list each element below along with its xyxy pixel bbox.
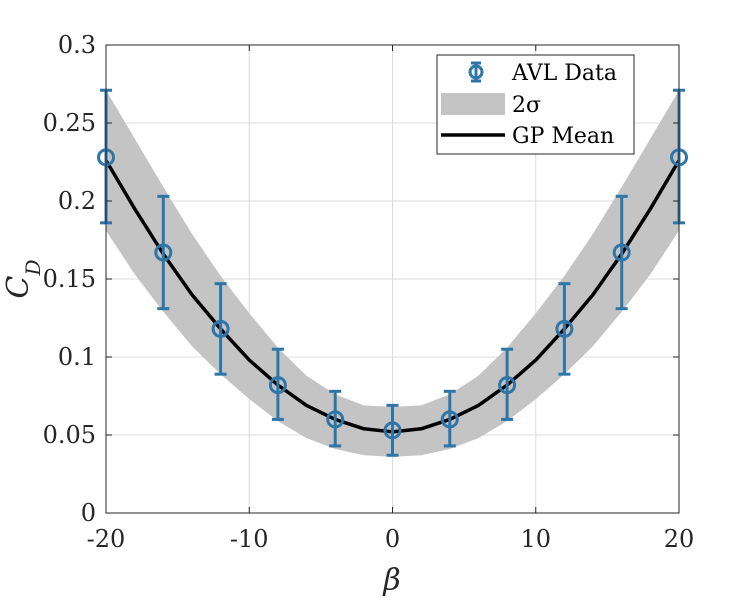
avl-data-point [555,282,574,376]
data-marker [154,243,173,262]
y-tick-label: 0 [81,499,96,527]
data-marker [383,421,402,440]
y-tick-label: 0.05 [43,421,96,449]
x-tick-label: -10 [230,525,269,553]
x-tick-label: 10 [520,525,551,553]
avl-data-point [498,347,517,421]
legend-item-2sigma: 2σ [441,93,541,118]
legend-item-avl-data: AVL Data [468,61,617,86]
tick-labels: -20 -10 0 10 20 0 0.05 0.1 0.15 0.2 0.25 0.3 [43,31,695,553]
legend-band-swatch [441,93,505,115]
legend-marker [468,64,484,80]
sigma-band-area [106,90,679,457]
data-marker [612,243,631,262]
y-tick-label: 0.3 [58,31,96,59]
data-marker [440,410,459,429]
x-tick-label: 20 [664,525,695,553]
y-tick-label: 0.1 [58,343,96,371]
axes-frame [105,44,680,514]
avl-data-point [211,282,230,376]
data-marker [211,319,230,338]
avl-data-point [268,347,287,421]
y-axis-label: CD [1,259,45,298]
avl-data-point [440,389,459,448]
legend-item-gp-mean: GP Mean [441,124,614,149]
sigma-band [106,90,679,457]
data-marker [498,376,517,395]
y-tick-label: 0.2 [58,187,96,215]
data-marker [326,410,345,429]
y-tick-label: 0.25 [43,109,96,137]
legend: AVL Data 2σ GP Mean [436,54,635,155]
avl-data-point [154,194,173,311]
x-tick-label: -20 [87,525,126,553]
avl-data-point [612,194,631,311]
legend-label: AVL Data [511,61,617,86]
data-marker [555,319,574,338]
avl-data-point [326,389,345,448]
avl-data-point [383,403,402,457]
legend-label: GP Mean [512,124,614,149]
data-marker [268,376,287,395]
x-tick-label: 0 [385,525,400,553]
y-tick-label: 0.15 [43,265,96,293]
x-axis-label: β [382,563,400,598]
legend-label: 2σ [512,93,541,118]
